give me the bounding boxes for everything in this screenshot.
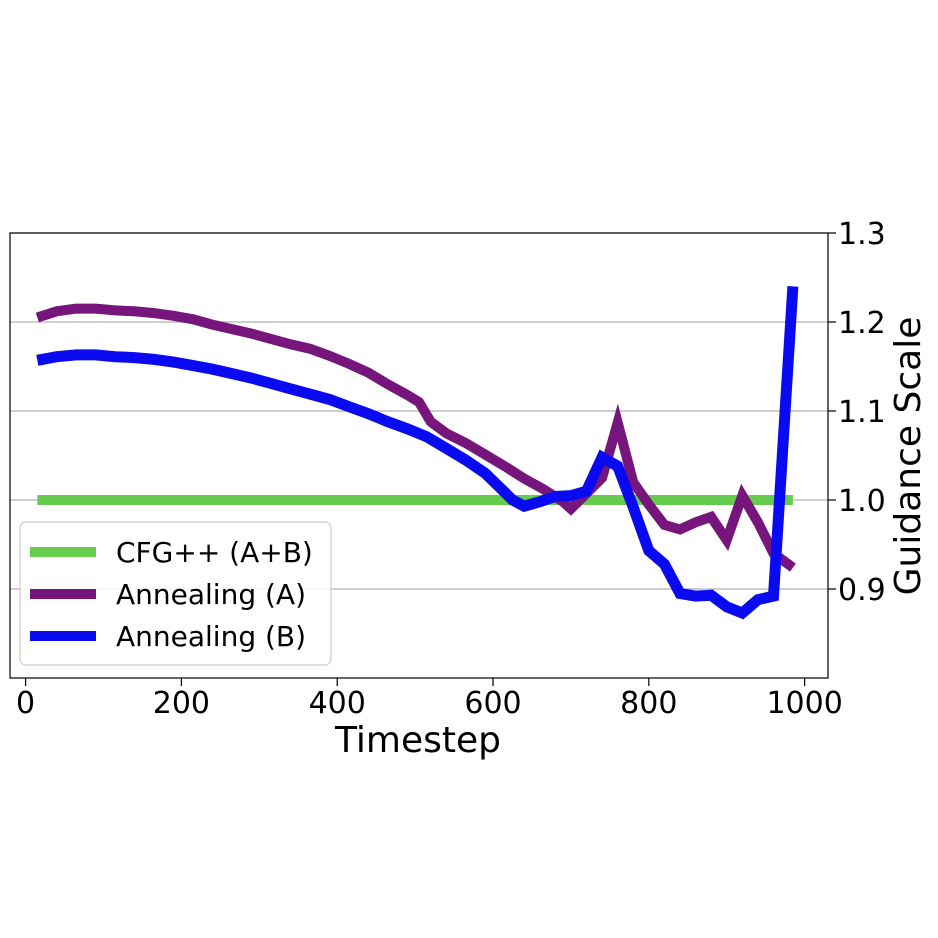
y-tick-label-4: 1.3 <box>838 217 886 252</box>
legend-label-annealing-b: Annealing (B) <box>116 620 306 653</box>
x-axis-label: Timestep <box>334 720 501 761</box>
series-line-2 <box>36 286 799 620</box>
series-line-1 <box>35 303 796 572</box>
y-tick-label-2: 1.1 <box>838 395 886 430</box>
x-tick-label-5: 1000 <box>766 686 842 721</box>
x-tick-label-3: 600 <box>464 686 521 721</box>
axis-ticks: 0 200 400 600 800 1000 0.9 1.0 1.1 1.2 1.3 <box>16 217 886 721</box>
legend: CFG++ (A+B) Annealing (A) Annealing (B) <box>19 521 332 666</box>
x-tick-label-0: 0 <box>16 686 35 721</box>
y-axis-label: Guidance Scale <box>888 317 929 596</box>
x-tick-label-1: 200 <box>153 686 210 721</box>
legend-label-cfgpp: CFG++ (A+B) <box>116 536 313 569</box>
y-tick-label-0: 0.9 <box>838 573 886 608</box>
y-tick-label-3: 1.2 <box>838 306 886 341</box>
legend-box <box>19 521 332 666</box>
plot-frame <box>9 232 829 679</box>
plot-series <box>35 286 799 620</box>
x-tick-label-2: 400 <box>309 686 366 721</box>
y-tick-label-1: 1.0 <box>838 484 886 519</box>
legend-label-annealing-a: Annealing (A) <box>116 578 306 611</box>
x-tick-label-4: 800 <box>620 686 677 721</box>
